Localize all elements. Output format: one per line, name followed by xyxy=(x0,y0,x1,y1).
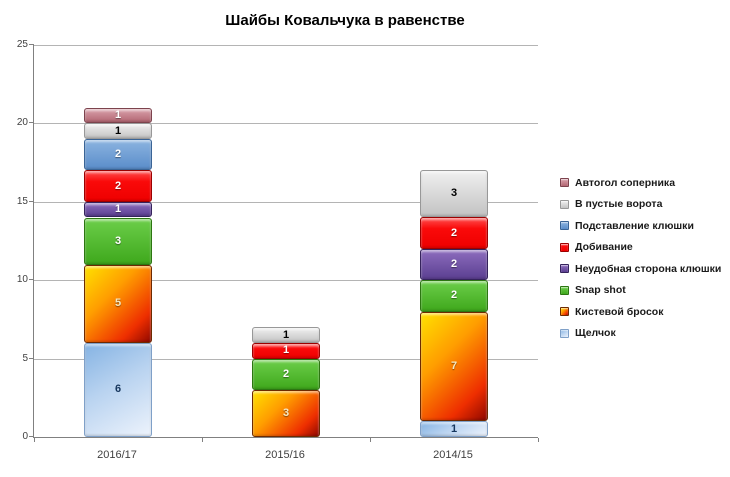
x-axis-label-2014-15: 2014/15 xyxy=(433,449,473,461)
chart-title: Шайбы Ковальчука в равенстве xyxy=(225,12,465,29)
bar-segment-2014-15-series-6[interactable]: 3 xyxy=(420,170,488,218)
legend-marker-icon xyxy=(560,242,569,252)
y-tick-5 xyxy=(29,357,34,359)
x-axis-label-2015-16: 2015/16 xyxy=(265,449,305,461)
bar-segment-2014-15-series-3[interactable]: 2 xyxy=(420,248,488,281)
segment-value-label: 1 xyxy=(450,422,458,435)
segment-value-label: 6 xyxy=(114,383,122,396)
legend-marker-icon xyxy=(560,178,569,188)
legend-marker-icon xyxy=(560,199,569,209)
legend-item-3[interactable]: Добивание xyxy=(560,237,721,259)
bar-segment-2014-15-series-4[interactable]: 2 xyxy=(420,217,488,249)
x-tick-3 xyxy=(538,438,539,442)
bar-segment-2015-16-series-6[interactable]: 1 xyxy=(252,327,320,343)
y-axis-label-5: 5 xyxy=(22,352,28,364)
bar-segment-2016-17-series-0[interactable]: 6 xyxy=(84,342,152,437)
legend-marker-icon xyxy=(560,264,569,274)
segment-value-label: 5 xyxy=(114,297,122,310)
legend-label: Щелчок xyxy=(575,327,616,340)
segment-value-label: 1 xyxy=(282,344,290,357)
legend-label: Snap shot xyxy=(575,284,626,297)
legend-marker-icon xyxy=(560,285,569,295)
bar-segment-2016-17-series-4[interactable]: 2 xyxy=(84,170,152,202)
legend-item-7[interactable]: Щелчок xyxy=(560,323,721,345)
x-axis-label-2016-17: 2016/17 xyxy=(97,449,137,461)
segment-value-label: 2 xyxy=(114,148,122,161)
segment-value-label: 7 xyxy=(450,359,458,372)
y-tick-10 xyxy=(29,279,34,281)
x-tick-0 xyxy=(34,438,35,442)
legend-label: Подставление клюшки xyxy=(575,219,694,232)
y-tick-15 xyxy=(29,200,34,202)
segment-value-label: 2 xyxy=(450,258,458,271)
bar-segment-2014-15-series-0[interactable]: 1 xyxy=(420,421,488,437)
segment-value-label: 2 xyxy=(282,367,290,380)
legend-item-2[interactable]: Подставление клюшки xyxy=(560,215,721,237)
gridline-20 xyxy=(34,123,538,125)
plot-area: 6 5 3 1 2 2 1 1 3 2 1 1 1 7 2 2 2 3 xyxy=(29,44,539,442)
legend: Автогол соперника В пустые ворота Подставл… xyxy=(560,172,721,344)
gridline-25 xyxy=(34,45,538,46)
segment-value-label: 1 xyxy=(282,328,290,341)
bar-segment-2014-15-series-1[interactable]: 7 xyxy=(420,311,488,422)
segment-value-label: 3 xyxy=(114,234,122,247)
gridline-15 xyxy=(34,201,538,203)
y-tick-25 xyxy=(29,44,34,45)
bar-segment-2014-15-series-2[interactable]: 2 xyxy=(420,280,488,312)
legend-item-4[interactable]: Неудобная сторона клюшки xyxy=(560,258,721,280)
bar-segment-2015-16-series-4[interactable]: 1 xyxy=(252,342,320,359)
x-tick-1 xyxy=(202,438,203,442)
legend-label: Кистевой бросок xyxy=(575,305,664,318)
x-tick-2 xyxy=(370,438,371,442)
y-tick-20 xyxy=(29,122,34,124)
segment-value-label: 1 xyxy=(114,124,122,137)
legend-label: Автогол соперника xyxy=(575,176,676,189)
legend-item-1[interactable]: В пустые ворота xyxy=(560,194,721,216)
segment-value-label: 2 xyxy=(114,179,122,192)
legend-item-5[interactable]: Snap shot xyxy=(560,280,721,302)
legend-label: В пустые ворота xyxy=(575,198,663,211)
legend-marker-icon xyxy=(560,307,569,317)
bar-segment-2016-17-series-5[interactable]: 2 xyxy=(84,139,152,171)
y-axis-label-20: 20 xyxy=(16,117,28,129)
legend-label: Неудобная сторона клюшки xyxy=(575,262,722,275)
y-axis-label-25: 25 xyxy=(16,39,28,50)
segment-value-label: 1 xyxy=(114,109,122,122)
bar-segment-2016-17-series-7[interactable]: 1 xyxy=(84,107,152,124)
legend-item-6[interactable]: Кистевой бросок xyxy=(560,301,721,323)
legend-item-0[interactable]: Автогол соперника xyxy=(560,172,721,194)
bar-segment-2015-16-series-1[interactable]: 3 xyxy=(252,389,320,437)
segment-value-label: 2 xyxy=(450,226,458,239)
y-axis-label-10: 10 xyxy=(16,274,28,286)
segment-value-label: 1 xyxy=(114,203,122,216)
y-tick-0 xyxy=(29,436,34,437)
segment-value-label: 2 xyxy=(450,289,458,302)
bar-segment-2016-17-series-1[interactable]: 5 xyxy=(84,264,152,343)
legend-marker-icon xyxy=(560,328,569,338)
legend-marker-icon xyxy=(560,221,569,231)
bar-segment-2016-17-series-6[interactable]: 1 xyxy=(84,123,152,140)
y-axis-label-0: 0 xyxy=(22,431,28,442)
legend-label: Добивание xyxy=(575,241,633,254)
bar-segment-2016-17-series-2[interactable]: 3 xyxy=(84,217,152,265)
bar-segment-2016-17-series-3[interactable]: 1 xyxy=(84,201,152,218)
y-axis-label-15: 15 xyxy=(16,195,28,207)
segment-value-label: 3 xyxy=(282,406,290,419)
gridline-10 xyxy=(34,280,538,282)
bar-segment-2015-16-series-2[interactable]: 2 xyxy=(252,358,320,390)
segment-value-label: 3 xyxy=(450,187,458,200)
